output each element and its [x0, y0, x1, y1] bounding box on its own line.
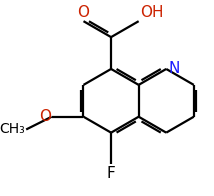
Text: F: F [107, 166, 115, 181]
Text: O: O [39, 109, 51, 124]
Text: CH₃: CH₃ [0, 122, 25, 136]
Text: O: O [77, 5, 89, 20]
Text: OH: OH [140, 5, 164, 20]
Text: N: N [168, 62, 179, 76]
